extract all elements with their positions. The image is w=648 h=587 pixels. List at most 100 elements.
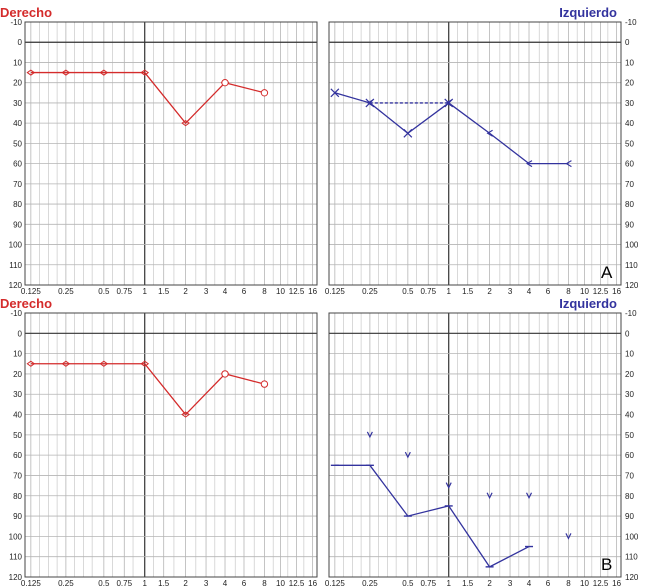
y-tick-label: 110 (625, 261, 638, 270)
panel-title: Derecho (0, 296, 52, 311)
x-tick-label: 10 (276, 579, 285, 587)
x-tick-label: 16 (308, 579, 317, 587)
y-tick-label: 30 (625, 99, 634, 108)
x-tick-label: 1.5 (462, 287, 474, 296)
data-point-bracket (565, 160, 572, 168)
y-tick-label: 20 (625, 79, 634, 88)
x-tick-label: 0.75 (420, 287, 436, 296)
data-point-diamond (61, 360, 71, 367)
plot-frame (328, 312, 622, 578)
panel-tag: A (601, 263, 613, 282)
data-point-bracket (486, 129, 493, 137)
data-point-diamond (181, 411, 190, 418)
y-tick-label: 80 (13, 492, 22, 501)
y-tick-label: -10 (625, 18, 637, 27)
series-1 (221, 370, 269, 388)
series-line (334, 464, 530, 568)
y-tick-label: 0 (625, 38, 630, 47)
x-tick-label: 12.5 (289, 287, 305, 296)
series-line (30, 363, 226, 416)
series-line (448, 102, 569, 165)
data-point-v (565, 533, 572, 540)
x-tick-label: 12.5 (593, 579, 609, 587)
y-tick-label: 90 (13, 512, 22, 521)
y-tick-label: 20 (625, 370, 634, 379)
panel-title: Izquierdo (559, 5, 617, 20)
x-tick-label: 0.125 (21, 579, 42, 587)
x-tick-label: 8 (262, 287, 267, 296)
x-tick-label: 0.5 (402, 579, 414, 587)
x-tick-label: 8 (566, 287, 571, 296)
y-tick-label: 60 (625, 160, 634, 169)
y-tick-label: 80 (625, 492, 634, 501)
y-tick-label: 0 (18, 329, 23, 338)
x-tick-label: 6 (546, 287, 551, 296)
y-tick-label: 40 (13, 411, 22, 420)
x-tick-label: 12.5 (289, 579, 305, 587)
x-tick-label: 0.25 (58, 287, 74, 296)
x-tick-label: 1 (446, 287, 451, 296)
x-tick-label: 16 (612, 579, 621, 587)
y-tick-label: 70 (625, 471, 634, 480)
x-tick-label: 3 (508, 579, 513, 587)
y-tick-label: 50 (625, 431, 634, 440)
y-tick-label: 30 (625, 390, 634, 399)
x-tick-label: 0.5 (98, 579, 110, 587)
data-point-v (404, 451, 411, 459)
x-tick-label: 0.125 (21, 287, 42, 296)
data-point-diamond (140, 360, 150, 367)
data-point-diamond (99, 360, 109, 367)
y-tick-label: 100 (625, 532, 639, 541)
y-tick-label: 30 (13, 390, 22, 399)
plot-frame (328, 21, 622, 286)
data-point-v (445, 482, 452, 489)
x-tick-label: 2 (487, 579, 492, 587)
y-tick-label: 60 (13, 160, 22, 169)
x-tick-label: 2 (183, 579, 188, 587)
y-tick-label: -10 (10, 18, 22, 27)
y-tick-label: 10 (625, 58, 634, 67)
y-tick-label: -10 (625, 309, 637, 318)
series-2 (445, 99, 572, 168)
y-tick-label: 70 (13, 180, 22, 189)
panel-title: Derecho (0, 5, 52, 20)
x-tick-label: 10 (580, 287, 589, 296)
x-tick-label: 3 (204, 579, 209, 587)
x-tick-label: 0.5 (98, 287, 110, 296)
x-tick-label: 4 (223, 287, 228, 296)
plot-frame (24, 21, 318, 286)
y-tick-label: 120 (9, 573, 23, 582)
x-tick-label: 1 (142, 287, 147, 296)
y-tick-label: 70 (13, 471, 22, 480)
data-point-bracket (366, 99, 374, 107)
data-point-bracket (445, 99, 453, 107)
x-tick-label: 0.125 (325, 287, 346, 296)
y-tick-label: 40 (625, 119, 634, 128)
y-tick-label: 0 (625, 329, 630, 338)
y-tick-label: 10 (13, 350, 22, 359)
y-tick-label: 0 (18, 38, 23, 47)
isolated-markers (366, 431, 572, 540)
y-tick-label: 50 (13, 431, 22, 440)
y-tick-label: 30 (13, 99, 22, 108)
y-tick-label: 90 (625, 220, 634, 229)
series-line (224, 373, 265, 385)
data-point-diamond (26, 360, 36, 367)
series-0 (330, 88, 454, 138)
x-tick-label: 2 (487, 287, 492, 296)
data-point-diamond (140, 69, 150, 76)
series-1 (221, 78, 269, 97)
x-tick-label: 0.25 (362, 287, 378, 296)
x-tick-label: 12.5 (593, 287, 609, 296)
data-point-diamond (99, 69, 109, 76)
data-point-x (330, 88, 340, 98)
x-tick-label: 10 (276, 287, 285, 296)
x-tick-label: 0.25 (58, 579, 74, 587)
series-line (334, 92, 450, 135)
y-tick-label: 10 (625, 350, 634, 359)
data-point-v (366, 431, 373, 439)
y-tick-label: 120 (625, 573, 639, 582)
